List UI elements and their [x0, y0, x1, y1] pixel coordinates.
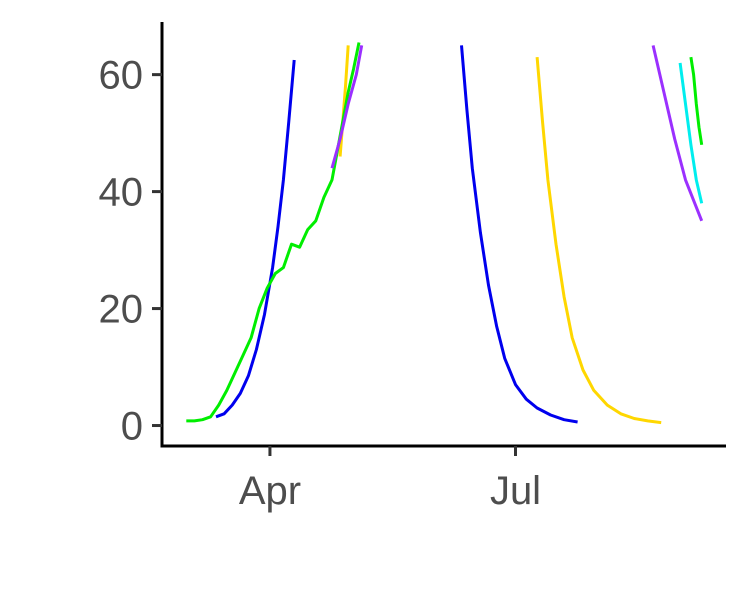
series-line-1 [215, 59, 296, 419]
series-line-6 [689, 56, 704, 146]
series-line-2 [460, 45, 578, 424]
series-line-4 [535, 56, 662, 425]
series-layer [186, 42, 704, 425]
y-tick-label: 40 [99, 171, 144, 215]
y-tick-label: 60 [99, 54, 144, 98]
series-line-5 [186, 42, 361, 423]
y-axis-ticks: 0 20 40 60 [99, 54, 162, 449]
series-line-8 [651, 45, 704, 222]
x-tick-label: Apr [239, 469, 301, 513]
series-line-7 [330, 45, 364, 169]
y-tick-label: 20 [99, 288, 144, 332]
x-axis-ticks: Apr Jul [239, 446, 541, 513]
y-tick-label: 0 [121, 405, 143, 449]
series-line-9 [678, 62, 704, 204]
x-tick-label: Jul [490, 469, 541, 513]
